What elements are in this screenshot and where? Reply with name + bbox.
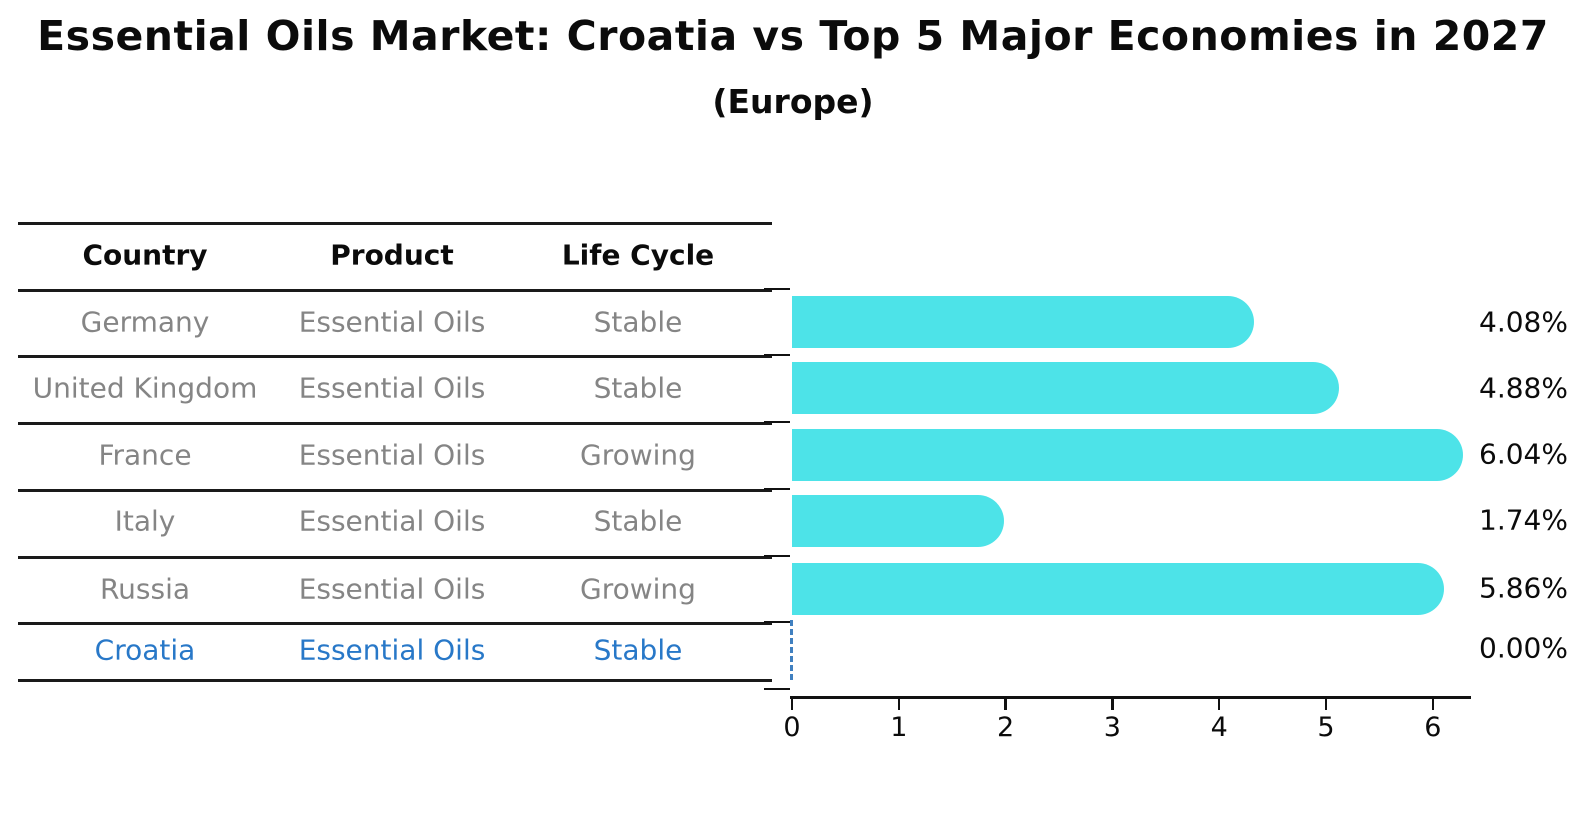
- bar-value-label: 0.00%: [1479, 631, 1568, 665]
- table-rule: [18, 355, 772, 358]
- table-rule: [18, 679, 772, 682]
- table-rule: [18, 489, 772, 492]
- table-cell: Italy: [114, 504, 176, 538]
- y-tick-mark: [764, 688, 790, 690]
- x-tick-mark: [1324, 697, 1328, 710]
- x-tick-mark: [790, 697, 794, 710]
- table-cell: Stable: [593, 305, 683, 339]
- table-cell: Stable: [593, 371, 683, 405]
- zero-value-dashed-marker: [790, 620, 793, 680]
- table-cell: Essential Oils: [298, 438, 486, 472]
- table-cell: Germany: [80, 305, 210, 339]
- table-rule: [18, 289, 772, 292]
- table-cell: Growing: [580, 572, 696, 606]
- bar-value-label: 4.08%: [1479, 305, 1568, 339]
- table-rule: [18, 422, 772, 425]
- table-cell: Stable: [593, 633, 683, 667]
- table-cell: Russia: [99, 572, 191, 606]
- column-header-life-cycle: Life Cycle: [561, 238, 715, 272]
- x-tick-mark: [1111, 697, 1114, 710]
- x-tick-mark: [897, 697, 901, 710]
- table-cell: Essential Oils: [298, 371, 486, 405]
- table-cell: United Kingdom: [32, 371, 258, 405]
- x-tick-label: 0: [783, 712, 801, 743]
- chart-subtitle: (Europe): [712, 82, 874, 121]
- bar-value-label: 5.86%: [1479, 571, 1568, 605]
- y-tick-mark: [764, 421, 790, 423]
- bar-italy: [792, 495, 1004, 547]
- bar-germany: [792, 296, 1254, 348]
- x-tick-label: 6: [1424, 712, 1442, 743]
- x-tick-label: 1: [890, 712, 908, 743]
- table-cell: Croatia: [94, 633, 196, 667]
- y-tick-mark: [764, 288, 790, 290]
- x-axis-line: [790, 696, 1471, 699]
- bar-russia: [792, 563, 1444, 615]
- y-tick-mark: [764, 555, 790, 557]
- chart-title: Essential Oils Market: Croatia vs Top 5 …: [37, 12, 1549, 60]
- table-cell: France: [98, 438, 192, 472]
- table-rule: [18, 556, 772, 559]
- bar-value-label: 4.88%: [1479, 371, 1568, 405]
- x-tick-mark: [1217, 697, 1221, 710]
- x-tick-mark: [1004, 697, 1007, 710]
- x-tick-label: 4: [1210, 712, 1228, 743]
- table-rule: [18, 622, 772, 625]
- table-cell: Essential Oils: [298, 305, 486, 339]
- table-cell: Growing: [580, 438, 696, 472]
- x-tick-label: 2: [997, 712, 1015, 743]
- bar-value-label: 6.04%: [1479, 437, 1568, 471]
- table-cell: Essential Oils: [298, 633, 486, 667]
- bar-united-kingdom: [792, 362, 1340, 414]
- table-rule: [18, 222, 772, 225]
- table-cell: Essential Oils: [298, 572, 486, 606]
- table-cell: Essential Oils: [298, 504, 486, 538]
- x-tick-label: 5: [1317, 712, 1335, 743]
- bar-france: [792, 429, 1464, 481]
- y-tick-mark: [764, 488, 790, 490]
- table-cell: Stable: [593, 504, 683, 538]
- y-tick-mark: [764, 354, 790, 356]
- x-tick-label: 3: [1103, 712, 1121, 743]
- column-header-country: Country: [82, 238, 208, 272]
- x-tick-mark: [1431, 697, 1435, 710]
- bar-value-label: 1.74%: [1479, 503, 1568, 537]
- column-header-product: Product: [330, 238, 454, 272]
- y-tick-mark: [764, 621, 790, 623]
